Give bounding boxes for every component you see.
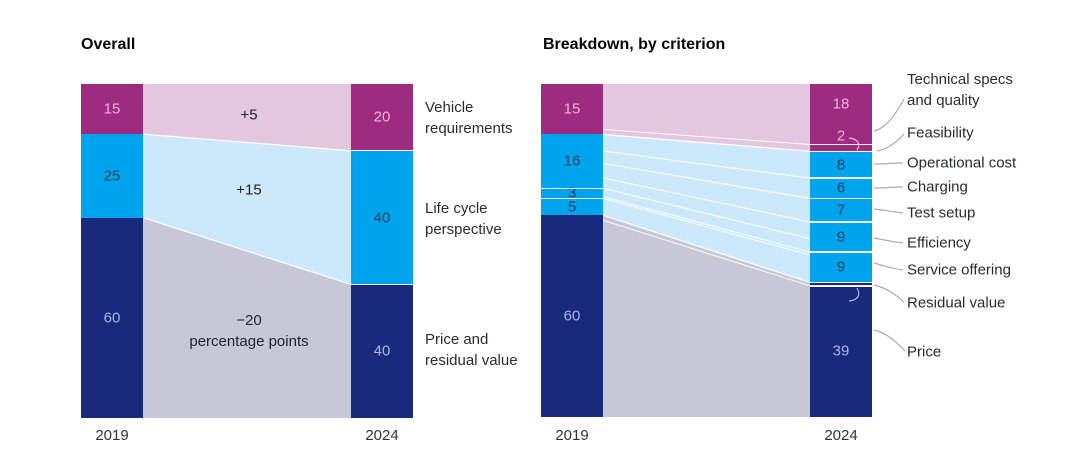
label-efficiency: Efficiency (907, 234, 971, 252)
label-charging: Charging (907, 178, 968, 196)
flow-divider (602, 133, 811, 152)
bar-segment (810, 285, 872, 417)
segment-value: 5 (567, 198, 577, 216)
bar-segment (541, 215, 603, 417)
flow-divider (602, 177, 811, 223)
label-test-setup: Test setup (907, 204, 976, 222)
flow-change-unit: percentage points (189, 333, 309, 350)
segment-divider (810, 143, 872, 146)
segment-divider (541, 197, 603, 200)
flow-divider (602, 219, 811, 287)
panel-title-breakdown: Breakdown, by criterion (543, 36, 726, 53)
label-operational-cost: Operational cost (907, 154, 1017, 172)
bar-segment (351, 150, 413, 285)
segment-value: 40 (373, 209, 391, 227)
segment-value: 40 (373, 342, 391, 360)
segment-value: 39 (832, 342, 850, 360)
panel1-bar-2019: 15 25 60 (81, 84, 143, 418)
flow-change-value: −20 (236, 312, 262, 329)
panel1-bar-2024: 20 40 40 (351, 84, 413, 418)
flow-band (143, 84, 351, 151)
segment-value: 15 (103, 100, 121, 118)
segment-value: 25 (103, 167, 121, 185)
flow-divider (602, 150, 811, 179)
segment-value: 8 (836, 156, 846, 174)
segment-divider (810, 251, 872, 253)
flow-band (143, 134, 351, 285)
segment-divider (810, 177, 872, 179)
bar-segment (810, 151, 872, 179)
segment-divider (351, 150, 413, 152)
segment-value: 3 (567, 184, 577, 202)
flow-divider (602, 197, 811, 256)
flow-band (603, 84, 810, 152)
axis-year-2019-overall: 2019 (95, 427, 129, 444)
segment-value: 20 (373, 108, 391, 126)
bar-segment (351, 84, 413, 151)
flow-divider (602, 128, 811, 146)
segment-value: 60 (103, 309, 121, 327)
bar-segment (810, 178, 872, 199)
label-technical-specs-and-quality: Technical specs and quality (907, 71, 1013, 109)
segment-value: 16 (563, 152, 581, 170)
bar-segment (810, 198, 872, 222)
segment-divider (810, 197, 872, 200)
flow-change-label-price: −20 percentage points (189, 310, 308, 352)
segment-value: 6 (836, 179, 846, 197)
axis-year-2019-breakdown: 2019 (555, 427, 589, 444)
bar-segment (810, 144, 872, 152)
label-service-offering: Service offering (907, 261, 1011, 279)
bar-segment (541, 198, 603, 216)
segment-divider (810, 285, 872, 287)
flow-bands (142, 84, 352, 418)
label-vehicle-requirements: Vehicle requirements (425, 99, 513, 137)
flow-change-label-vehicle: +5 (240, 106, 258, 124)
flow-divider (602, 162, 811, 199)
label-feasibility: Feasibility (907, 124, 974, 142)
flow-divider (142, 133, 352, 152)
flow-bands (602, 84, 811, 417)
flow-divider (602, 196, 811, 253)
panel-title-overall: Overall (81, 36, 136, 53)
bar-segment (81, 84, 143, 135)
segment-value: 9 (836, 258, 846, 276)
axis-year-2024-breakdown: 2024 (824, 427, 858, 444)
segment-value: 7 (836, 201, 846, 219)
segment-divider (810, 281, 872, 284)
bar-segment (541, 84, 603, 135)
bar-segment (541, 188, 603, 199)
segment-value: 60 (563, 307, 581, 325)
bar-segment (810, 252, 872, 283)
flow-divider (142, 216, 352, 286)
segment-divider (541, 187, 603, 189)
label-price-and-residual-value: Price and residual value (425, 331, 518, 369)
flow-divider (602, 214, 811, 284)
label-life-cycle-perspective: Life cycle perspective (425, 200, 502, 238)
segment-value: 15 (563, 100, 581, 118)
bar-segment (541, 134, 603, 189)
bar-segment (810, 84, 872, 145)
bar-segment (351, 284, 413, 418)
panel2-bar-2024: 18286799139 (810, 84, 872, 417)
label-residual-value: Residual value (907, 294, 1006, 312)
bar-segment (81, 217, 143, 418)
bar-segment (810, 282, 872, 286)
flow-divider (602, 187, 811, 240)
segment-divider (351, 283, 413, 286)
label-price: Price (907, 343, 942, 361)
segment-value: 9 (836, 228, 846, 246)
segment-divider (810, 221, 872, 223)
bar-segment (810, 221, 872, 253)
panel2-bar-2019: 15 16 3 5 60 (541, 84, 603, 417)
segment-value: 18 (832, 95, 850, 113)
flow-change-label-lifecycle: +15 (236, 181, 262, 199)
segment-value: 2 (836, 127, 846, 145)
bar-segment (81, 134, 143, 218)
axis-year-2024-overall: 2024 (365, 427, 399, 444)
segment-divider (810, 150, 872, 152)
